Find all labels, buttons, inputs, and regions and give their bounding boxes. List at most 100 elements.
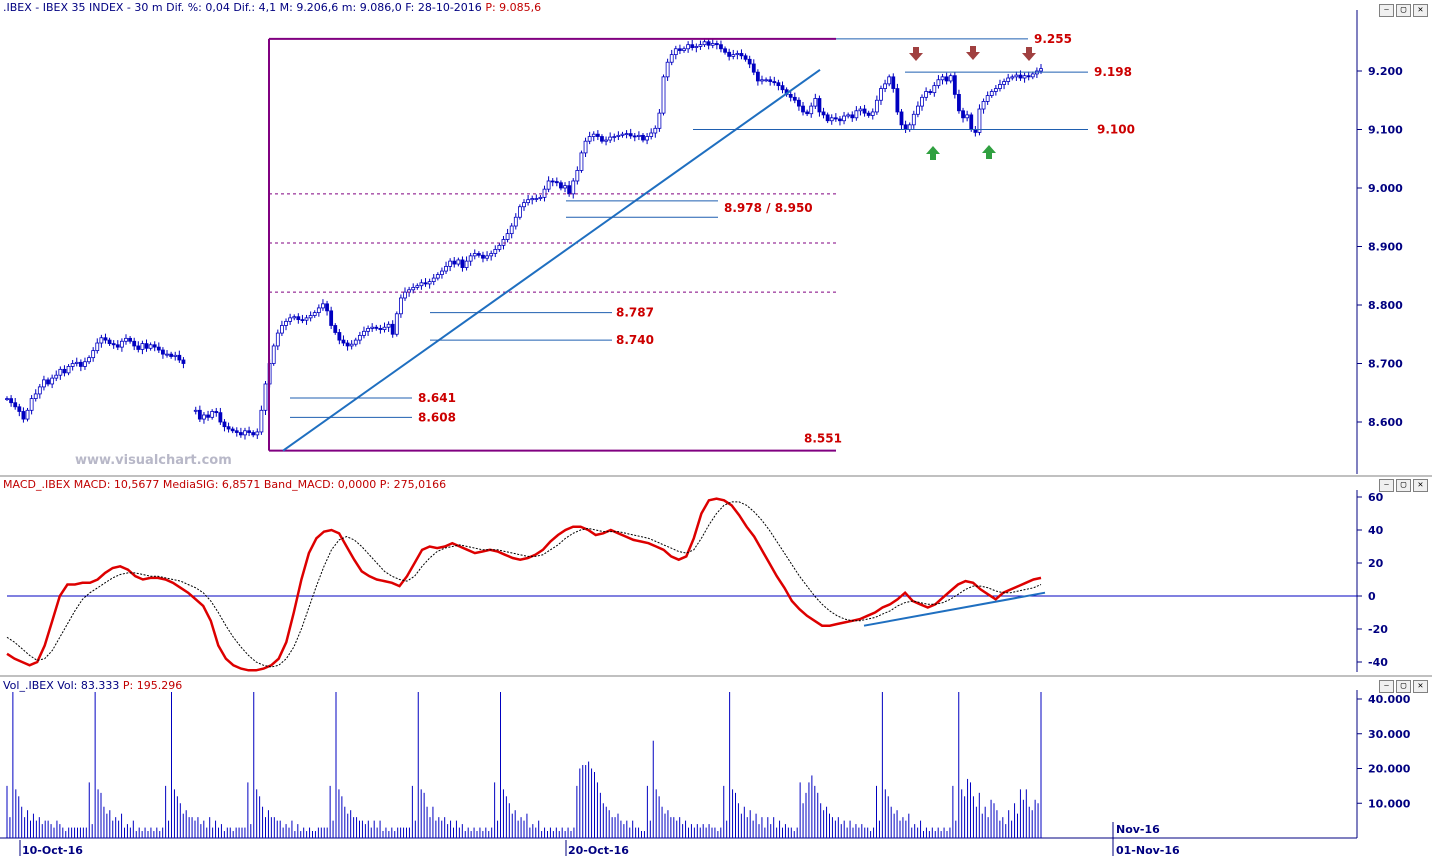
price-candle: [948, 75, 953, 82]
price-candle: [136, 345, 141, 350]
price-candle: [542, 188, 547, 198]
price-candle: [423, 282, 428, 285]
price-candle: [797, 99, 801, 107]
price-candle: [735, 53, 740, 56]
price-candle: [169, 353, 174, 357]
price-candle: [698, 44, 703, 47]
close-button[interactable]: ✕: [1413, 680, 1428, 693]
price-candle: [54, 374, 59, 379]
price-candle: [559, 182, 563, 189]
price-candle: [91, 350, 96, 359]
price-candle: [993, 88, 998, 92]
price-candle: [13, 402, 18, 408]
price-candle: [210, 411, 215, 418]
price-candle: [661, 76, 666, 114]
x-axis-label: Nov-16: [1116, 823, 1160, 836]
price-candle: [854, 110, 859, 119]
price-candle: [501, 239, 506, 246]
price-candle: [595, 133, 600, 137]
maximize-button[interactable]: ▢: [1396, 4, 1411, 17]
price-candle: [710, 43, 715, 46]
price-candle: [177, 354, 182, 361]
price-candle: [485, 255, 489, 259]
price-candle: [788, 94, 793, 98]
level-label: 8.641: [418, 391, 456, 405]
price-candle: [341, 339, 346, 344]
close-button[interactable]: ✕: [1413, 4, 1428, 17]
price-panel-header: .IBEX - IBEX 35 INDEX - 30 m Dif. %: 0,0…: [3, 1, 541, 14]
maximize-button[interactable]: ▢: [1396, 680, 1411, 693]
price-candle: [390, 323, 395, 335]
price-candle: [645, 136, 649, 141]
price-candle: [616, 134, 621, 137]
price-candle: [719, 44, 723, 50]
price-header-text: .IBEX - IBEX 35 INDEX - 30 m Dif. %: 0,0…: [3, 1, 482, 14]
price-candle: [731, 54, 736, 57]
macd-panel-buttons: ⎯ ▢ ✕: [1379, 479, 1428, 492]
macd-y-tick-label: -20: [1368, 623, 1388, 636]
close-button[interactable]: ✕: [1413, 479, 1428, 492]
level-label: 8.740: [616, 333, 654, 347]
price-y-tick-label: 8.700: [1368, 358, 1403, 371]
price-candle: [509, 225, 514, 235]
price-candle: [772, 81, 777, 84]
price-candle: [587, 136, 592, 142]
price-candle: [226, 426, 231, 430]
price-candle: [563, 185, 567, 189]
minimize-button[interactable]: ⎯: [1379, 4, 1394, 17]
minimize-button[interactable]: ⎯: [1379, 479, 1394, 492]
price-candle: [673, 48, 678, 56]
price-candle: [9, 398, 14, 404]
price-candle: [472, 253, 477, 257]
price-candle: [554, 181, 559, 184]
price-candle: [600, 136, 604, 142]
price-candle: [308, 315, 313, 319]
price-candle: [50, 377, 55, 385]
price-candle: [965, 114, 970, 119]
x-axis-label: 20-Oct-16: [568, 844, 629, 857]
price-candle: [821, 111, 826, 116]
price-candle: [567, 185, 572, 195]
price-candle: [140, 343, 145, 350]
price-candle: [271, 345, 276, 364]
price-candle: [768, 79, 773, 82]
price-candle: [144, 343, 149, 349]
price-candle: [850, 114, 855, 119]
price-candle: [751, 63, 756, 73]
price-candle: [345, 342, 350, 347]
price-candle: [534, 198, 539, 200]
price-candle: [764, 79, 768, 82]
price-candle: [940, 76, 945, 81]
price-candle: [936, 79, 941, 87]
price-candle: [714, 43, 719, 46]
price-candle: [497, 244, 502, 250]
macd-y-tick-label: 40: [1368, 524, 1384, 537]
level-label: 8.551: [804, 432, 842, 446]
price-candle: [87, 357, 91, 363]
price-candle: [1002, 81, 1006, 85]
maximize-button[interactable]: ▢: [1396, 479, 1411, 492]
price-candle: [78, 361, 83, 367]
minimize-button[interactable]: ⎯: [1379, 680, 1394, 693]
price-candle: [530, 198, 535, 201]
level-label: 9.198: [1094, 65, 1132, 79]
price-candle: [452, 260, 457, 265]
price-y-tick-label: 9.200: [1368, 65, 1403, 78]
price-candle: [628, 133, 633, 137]
macd-y-tick-label: -40: [1368, 656, 1388, 669]
price-candle: [206, 414, 210, 418]
price-candle: [891, 76, 896, 89]
price-candle: [17, 406, 22, 412]
support-arrow-icon: [926, 146, 940, 160]
vol-y-tick-label: 30.000: [1368, 728, 1411, 741]
price-candle: [366, 327, 370, 332]
price-candle: [899, 111, 904, 126]
price-candle: [21, 411, 26, 420]
vol-y-tick-label: 20.000: [1368, 763, 1411, 776]
price-candle: [152, 344, 157, 348]
price-candle: [825, 114, 830, 122]
price-candle: [883, 83, 887, 89]
price-candle: [636, 134, 641, 137]
price-candle: [550, 180, 555, 183]
